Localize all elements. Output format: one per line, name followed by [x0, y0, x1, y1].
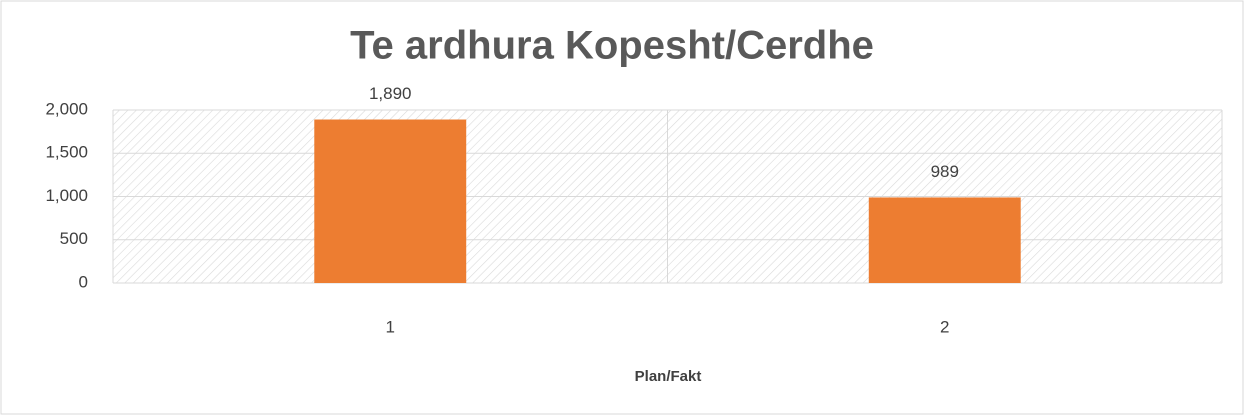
- bar: [314, 119, 467, 283]
- bar: [868, 197, 1021, 283]
- y-tick-label: 1,500: [45, 143, 88, 162]
- y-tick-label: 1,000: [45, 186, 88, 205]
- y-tick-label: 0: [79, 272, 88, 291]
- chart-title: Te ardhura Kopesht/Cerdhe: [350, 24, 874, 68]
- y-tick-label: 2,000: [45, 99, 88, 118]
- x-axis-label: Plan/Fakt: [635, 368, 702, 385]
- data-label: 1,890: [369, 84, 412, 103]
- x-tick-label: 2: [940, 317, 949, 336]
- y-tick-label: 500: [60, 229, 88, 248]
- data-label: 989: [931, 162, 959, 181]
- x-tick-label: 1: [386, 317, 395, 336]
